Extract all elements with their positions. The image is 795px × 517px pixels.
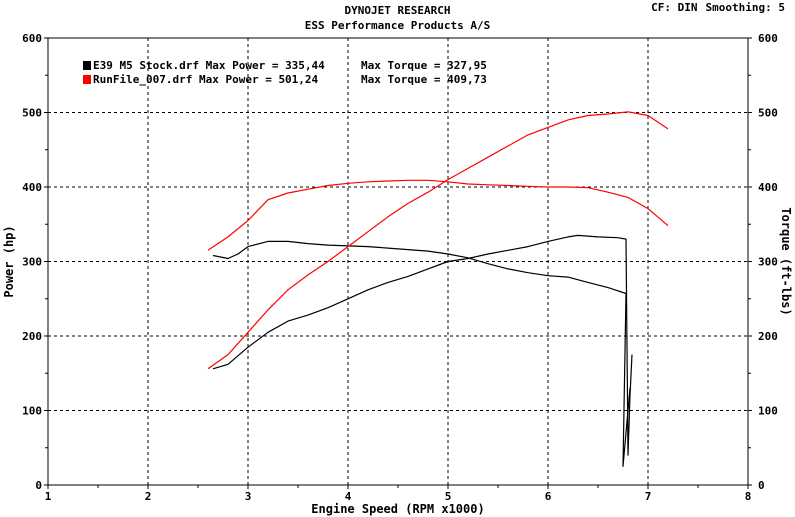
y-axis-left-title: Power (hp) bbox=[2, 225, 16, 297]
series-layer bbox=[207, 111, 669, 467]
y-right-tick-label: 500 bbox=[758, 107, 778, 120]
chart-title: DYNOJET RESEARCH bbox=[344, 4, 451, 17]
series-line-stock-power bbox=[212, 234, 633, 456]
series-line-runfile-torque bbox=[207, 179, 669, 251]
legend: E39 M5 Stock.drf Max Power = 335,44 Max … bbox=[83, 59, 487, 87]
legend-swatch-red bbox=[83, 75, 91, 84]
legend-swatch-black bbox=[83, 61, 91, 70]
y-left-tick-label: 200 bbox=[22, 330, 42, 343]
y-right-tick-label: 300 bbox=[758, 256, 778, 269]
legend-max-torque: Max Torque = 409,73 bbox=[361, 73, 487, 86]
legend-max-power: Max Power = 501,24 bbox=[198, 73, 319, 86]
x-tick-label: 6 bbox=[545, 490, 552, 503]
x-tick-label: 8 bbox=[745, 490, 752, 503]
y-right-tick-label: 200 bbox=[758, 330, 778, 343]
series-line-stock-torque bbox=[212, 240, 631, 467]
x-tick-label: 4 bbox=[345, 490, 352, 503]
y-right-tick-label: 0 bbox=[758, 479, 765, 492]
legend-max-power: Max Power = 335,44 bbox=[205, 59, 325, 72]
x-tick-label: 5 bbox=[445, 490, 452, 503]
x-tick-label: 1 bbox=[45, 490, 52, 503]
legend-file: RunFile_007.drf bbox=[93, 73, 193, 86]
y-right-tick-label: 600 bbox=[758, 32, 778, 45]
y-right-tick-label: 100 bbox=[758, 405, 778, 418]
chart-subtitle: ESS Performance Products A/S bbox=[304, 19, 491, 32]
y-axis-right-title: Torque (ft-lbs) bbox=[779, 207, 793, 315]
x-tick-label: 7 bbox=[645, 490, 652, 503]
legend-row-stock: E39 M5 Stock.drf Max Power = 335,44 Max … bbox=[83, 59, 487, 73]
grid-lines bbox=[48, 38, 748, 485]
y-left-tick-label: 500 bbox=[22, 107, 42, 120]
y-left-tick-label: 600 bbox=[22, 32, 42, 45]
y-left-tick-label: 0 bbox=[35, 479, 42, 492]
legend-file: E39 M5 Stock.drf bbox=[93, 59, 199, 72]
smoothing-text: Smoothing: 5 bbox=[705, 1, 785, 14]
legend-max-torque: Max Torque = 327,95 bbox=[361, 59, 487, 72]
x-tick-label: 2 bbox=[145, 490, 152, 503]
y-left-tick-label: 400 bbox=[22, 181, 42, 194]
y-left-tick-label: 100 bbox=[22, 405, 42, 418]
legend-row-runfile: RunFile_007.drf Max Power = 501,24 Max T… bbox=[83, 73, 487, 87]
series-line-runfile-power bbox=[207, 111, 669, 370]
y-left-tick-label: 300 bbox=[22, 256, 42, 269]
correction-factor-label: CF: DIN Smoothing: 5 bbox=[651, 1, 785, 14]
cf-text: CF: DIN bbox=[651, 1, 698, 14]
x-tick-label: 3 bbox=[245, 490, 252, 503]
y-right-tick-label: 400 bbox=[758, 181, 778, 194]
x-axis-title: Engine Speed (RPM x1000) bbox=[311, 502, 484, 516]
